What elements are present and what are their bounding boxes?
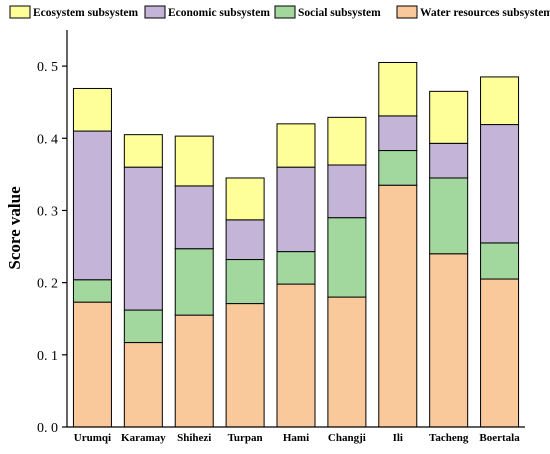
- x-tick-label-changji: Changji: [328, 432, 366, 444]
- y-tick-label: 0. 4: [37, 132, 58, 147]
- bar-segment-ecosystem-subsystem-karamay: [123, 134, 163, 168]
- x-tick-label-shihezi: Shihezi: [177, 432, 211, 444]
- bar-segment-water-resources-subsystem-changji: [327, 296, 367, 428]
- y-tick-label: 0. 5: [37, 60, 58, 75]
- bar-segment-water-resources-subsystem-ili: [378, 184, 418, 428]
- x-tick-label-hami: Hami: [283, 432, 309, 444]
- x-tick-label-boertala: Boertala: [479, 432, 520, 444]
- bar-segment-ecosystem-subsystem-hami: [276, 123, 316, 168]
- bar-segment-ecosystem-subsystem-boertala: [480, 76, 520, 126]
- bar-segment-economic-subsystem-tacheng: [429, 142, 469, 179]
- legend-label-social-subsystem: Social subsystem: [298, 7, 381, 19]
- bar-segment-economic-subsystem-boertala: [480, 124, 520, 244]
- bar-segment-social-subsystem-turpan: [225, 259, 265, 305]
- bar-segment-ecosystem-subsystem-urumqi: [72, 87, 112, 132]
- bar-segment-social-subsystem-ili: [378, 150, 418, 186]
- legend-label-water-resources-subsystem: Water resources subsystem: [420, 7, 550, 19]
- axes: Urumqi Karamay Shihezi Turpan Hami Changji Ili…: [37, 30, 525, 444]
- bar-segment-water-resources-subsystem-boertala: [480, 278, 520, 428]
- bar-segment-ecosystem-subsystem-changji: [327, 116, 367, 166]
- bar-segment-economic-subsystem-turpan: [225, 219, 265, 261]
- y-tick-label: 0. 2: [37, 277, 58, 292]
- legend-swatch-water-resources-subsystem: [396, 5, 418, 19]
- bar-segment-economic-subsystem-changji: [327, 164, 367, 219]
- bar-segment-social-subsystem-urumqi: [72, 279, 112, 303]
- legend-swatch-economic-subsystem: [144, 5, 166, 19]
- bar-segment-economic-subsystem-ili: [378, 115, 418, 152]
- bar-segment-social-subsystem-tacheng: [429, 177, 469, 255]
- bar-segment-water-resources-subsystem-shihezi: [174, 314, 214, 428]
- bar-segment-economic-subsystem-urumqi: [72, 130, 112, 281]
- y-tick-label: 0. 1: [37, 349, 58, 364]
- legend-swatch-social-subsystem: [274, 5, 296, 19]
- bar-segment-ecosystem-subsystem-ili: [378, 61, 418, 117]
- x-tick-label-urumqi: Urumqi: [74, 432, 111, 444]
- bar-segment-social-subsystem-hami: [276, 251, 316, 285]
- y-tick-label: 0. 0: [37, 421, 58, 436]
- bar-segment-social-subsystem-changji: [327, 217, 367, 298]
- y-axis-title: Score value: [5, 186, 24, 270]
- bar-segment-social-subsystem-shihezi: [174, 248, 214, 316]
- bar-segment-water-resources-subsystem-hami: [276, 283, 316, 428]
- legend-swatch-ecosystem-subsystem: [9, 5, 31, 19]
- y-tick-label: 0. 3: [37, 204, 58, 219]
- bar-segment-social-subsystem-karamay: [123, 309, 163, 344]
- x-tick-label-karamay: Karamay: [121, 432, 166, 444]
- bar-segment-social-subsystem-boertala: [480, 242, 520, 280]
- bar-segment-ecosystem-subsystem-shihezi: [174, 135, 214, 187]
- bar-segment-ecosystem-subsystem-tacheng: [429, 90, 469, 144]
- bar-segment-water-resources-subsystem-urumqi: [72, 301, 112, 428]
- bars: [72, 61, 520, 428]
- bar-segment-water-resources-subsystem-tacheng: [429, 253, 469, 428]
- bar-segment-economic-subsystem-karamay: [123, 166, 163, 311]
- bar-segment-economic-subsystem-shihezi: [174, 185, 214, 250]
- legend-label-economic-subsystem: Economic subsystem: [168, 7, 270, 19]
- legend: Ecosystem subsystem Economic subsystem Soc…: [9, 5, 550, 19]
- x-tick-label-tacheng: Tacheng: [429, 432, 469, 444]
- x-tick-label-turpan: Turpan: [228, 432, 263, 444]
- bar-segment-economic-subsystem-hami: [276, 166, 316, 253]
- x-tick-label-ili: Ili: [393, 432, 403, 444]
- bar-segment-water-resources-subsystem-karamay: [123, 342, 163, 428]
- legend-label-ecosystem-subsystem: Ecosystem subsystem: [33, 7, 139, 19]
- bar-segment-water-resources-subsystem-turpan: [225, 303, 265, 428]
- bar-segment-ecosystem-subsystem-turpan: [225, 177, 265, 221]
